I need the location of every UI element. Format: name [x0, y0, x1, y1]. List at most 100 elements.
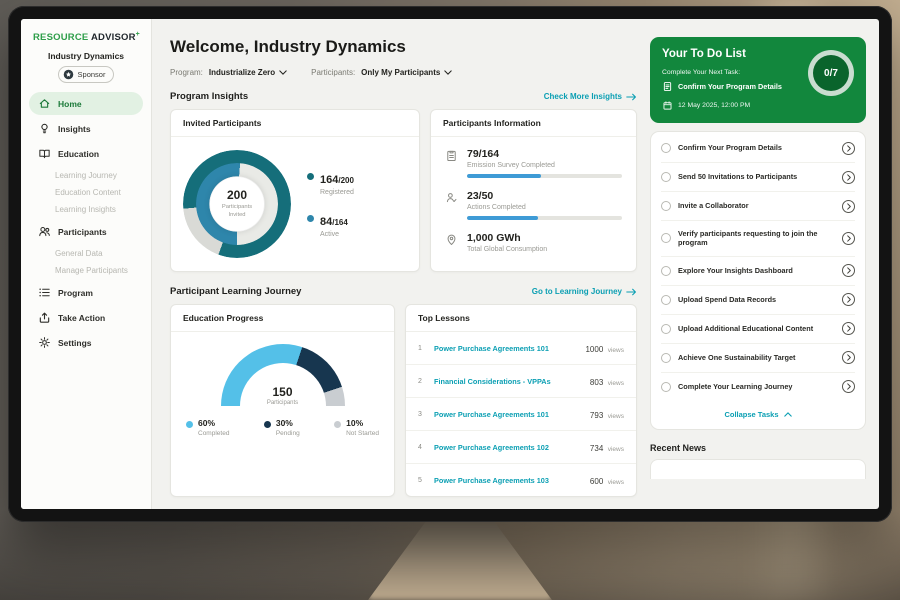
task-item[interactable]: Complete Your Learning Journey [661, 373, 855, 401]
task-checkbox[interactable] [661, 294, 671, 305]
chevron-right-icon [846, 296, 851, 303]
task-open-button[interactable] [842, 264, 855, 278]
legend-item-active: 84/164 Active [307, 212, 354, 238]
lesson-link[interactable]: Power Purchase Agreements 101 [434, 343, 549, 353]
legend-label: Active [320, 231, 340, 238]
chevron-down-icon [444, 70, 453, 75]
todo-datetime: 12 May 2025, 12:00 PM [662, 100, 854, 111]
sidebar-item-settings[interactable]: Settings [29, 331, 143, 354]
task-open-button[interactable] [842, 380, 855, 394]
sidebar-item-program[interactable]: Program [29, 281, 143, 304]
sponsor-icon [63, 69, 73, 80]
clipboard-icon [447, 150, 456, 162]
lesson-link[interactable]: Financial Considerations - VPPAs [434, 376, 551, 386]
sidebar-item-take-action[interactable]: Take Action [29, 306, 143, 329]
chevron-right-icon [846, 325, 851, 332]
donut-center-value: 200 [226, 188, 248, 203]
card-title: Education Progress [171, 305, 394, 332]
task-open-button[interactable] [842, 322, 855, 336]
task-item[interactable]: Upload Additional Educational Content [661, 315, 855, 344]
learning-cards-row: Education Progress 150 Participants [170, 304, 637, 497]
collapse-tasks-button[interactable]: Collapse Tasks [661, 401, 855, 427]
task-open-button[interactable] [842, 199, 855, 213]
sidebar-item-participants[interactable]: Participants [29, 220, 143, 243]
task-item[interactable]: Send 50 Invitations to Participants [661, 163, 855, 192]
check-more-insights-link[interactable]: Check More Insights [544, 92, 637, 101]
task-label: Upload Additional Educational Content [678, 323, 814, 333]
card-title: Invited Participants [171, 110, 419, 137]
lesson-views-suffix: views [607, 347, 624, 354]
program-select[interactable]: Industrialize Zero [209, 68, 287, 77]
logo-plus: + [135, 31, 140, 38]
task-label: Upload Spend Data Records [678, 294, 777, 304]
task-label: Invite a Collaborator [678, 201, 749, 211]
sidebar-item-label: Program [58, 287, 93, 298]
sidebar-item-education-content[interactable]: Education Content [55, 188, 121, 198]
task-checkbox[interactable] [661, 381, 671, 392]
program-select-value: Industrialize Zero [208, 68, 276, 77]
task-open-button[interactable] [842, 351, 855, 365]
lesson-row: 3 Power Purchase Agreements 101 793 view… [406, 398, 636, 431]
task-checkbox[interactable] [661, 323, 671, 334]
task-label: Send 50 Invitations to Participants [678, 172, 798, 182]
lesson-link[interactable]: Power Purchase Agreements 101 [434, 409, 549, 419]
sidebar-item-insights[interactable]: Insights [29, 117, 143, 140]
sidebar-item-general-data[interactable]: General Data [55, 249, 103, 259]
recent-news-card [650, 458, 866, 479]
lesson-link[interactable]: Power Purchase Agreements 102 [434, 442, 549, 452]
task-open-button[interactable] [842, 293, 855, 307]
sidebar-item-learning-insights[interactable]: Learning Insights [55, 205, 116, 215]
sponsor-badge[interactable]: Sponsor [57, 66, 115, 84]
sponsor-label: Sponsor [77, 70, 106, 80]
chevron-right-icon [846, 144, 851, 152]
task-label: Complete Your Learning Journey [678, 381, 793, 391]
task-item[interactable]: Invite a Collaborator [661, 192, 855, 221]
task-item[interactable]: Verify participants requesting to join t… [661, 221, 855, 257]
task-open-button[interactable] [842, 141, 855, 155]
lesson-row: 5 Power Purchase Agreements 103 600 view… [406, 464, 636, 496]
lesson-link[interactable]: Power Purchase Agreements 103 [434, 475, 549, 485]
task-item[interactable]: Confirm Your Program Details [661, 134, 855, 163]
lesson-views-count: 803 [589, 378, 604, 387]
sidebar-item-manage-participants[interactable]: Manage Participants [55, 266, 128, 276]
task-label: Achieve One Sustainability Target [678, 352, 796, 362]
task-checkbox[interactable] [661, 265, 671, 276]
chevron-right-icon [846, 354, 851, 361]
logo-part1: RESOURCE [33, 32, 89, 44]
lesson-row: 4 Power Purchase Agreements 102 734 view… [406, 431, 636, 464]
legend-label: Pending [275, 430, 300, 437]
program-insights-header: Program Insights Check More Insights [170, 91, 637, 102]
home-icon [39, 99, 50, 108]
task-item[interactable]: Explore Your Insights Dashboard [661, 257, 855, 286]
task-label: Explore Your Insights Dashboard [678, 265, 793, 275]
donut-center-label: Participants Invited [221, 204, 253, 218]
sidebar-item-home[interactable]: Home [29, 92, 143, 116]
legend-label: Not Started [346, 430, 379, 437]
calendar-icon [663, 101, 672, 110]
insights-icon [41, 123, 48, 134]
sidebar-item-education[interactable]: Education [29, 142, 143, 165]
metric-value: 1,000 GWh [467, 232, 521, 244]
participants-select[interactable]: Only My Participants [361, 68, 453, 77]
participants-filter-label: Participants: [311, 68, 356, 77]
go-to-learning-journey-link[interactable]: Go to Learning Journey [532, 287, 637, 296]
legend-dot [307, 215, 314, 222]
filter-bar: Program: Industrialize Zero Participants… [170, 68, 637, 77]
task-item[interactable]: Achieve One Sustainability Target [661, 344, 855, 373]
task-label: Verify participants requesting to join t… [678, 228, 818, 248]
main-area: Welcome, Industry Dynamics Program: Indu… [152, 19, 879, 509]
task-open-button[interactable] [842, 170, 855, 184]
task-checkbox[interactable] [661, 201, 671, 211]
sidebar: RESOURCE ADVISOR+ Industry Dynamics Spon… [21, 19, 152, 509]
task-checkbox[interactable] [661, 172, 671, 182]
sidebar-item-label: Education [58, 148, 100, 159]
task-checkbox[interactable] [661, 352, 671, 363]
section-title: Program Insights [170, 91, 249, 102]
task-checkbox[interactable] [661, 143, 671, 153]
sidebar-item-learning-journey[interactable]: Learning Journey [55, 171, 117, 181]
task-open-button[interactable] [842, 231, 855, 245]
legend-item-registered: 164/200 Registered [307, 170, 354, 196]
task-item[interactable]: Upload Spend Data Records [661, 286, 855, 315]
metric-label: Total Global Consumption [467, 246, 548, 253]
task-checkbox[interactable] [661, 233, 671, 244]
